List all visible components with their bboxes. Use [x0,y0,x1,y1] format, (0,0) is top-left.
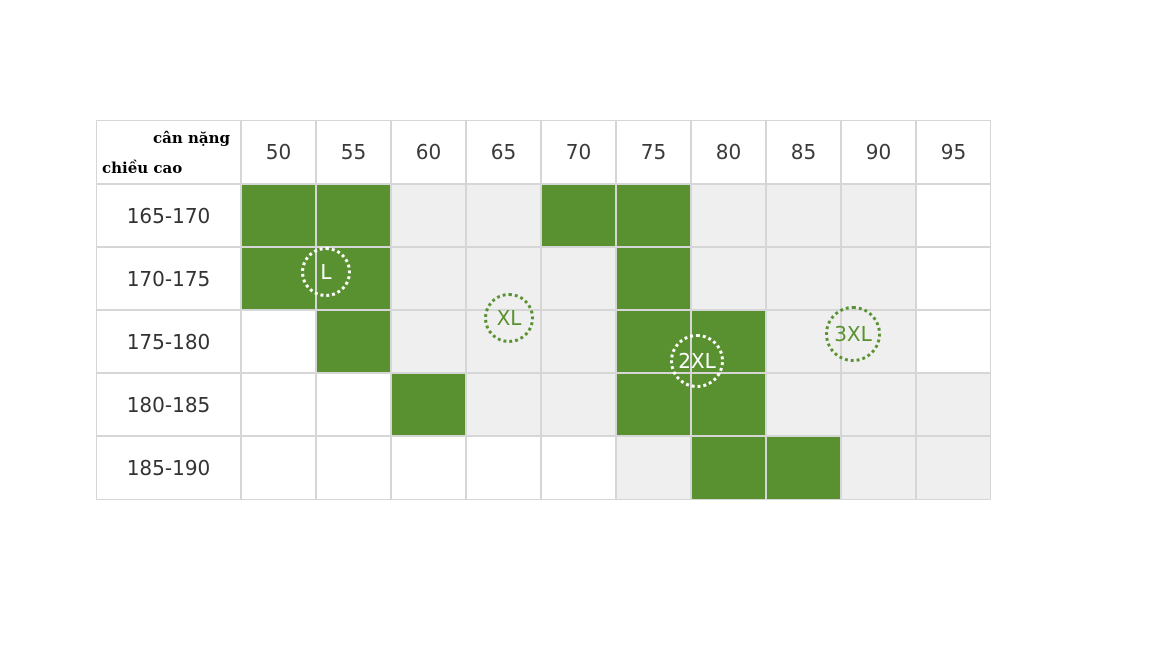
grid-cell-white [316,373,391,436]
weight-header-80: 80 [691,120,766,184]
weight-header-85: 85 [766,120,841,184]
grid-cell-grey [841,373,916,436]
grid-cell-grey [841,310,916,373]
grid-cell-green [616,310,691,373]
grid-cell-green [616,247,691,310]
grid-cell-grey [466,184,541,247]
grid-cell-green [241,184,316,247]
height-axis-label: chiều cao [102,159,183,177]
weight-header-75: 75 [616,120,691,184]
grid-cell-grey [466,247,541,310]
grid-cell-grey [766,373,841,436]
grid-cell-green [541,184,616,247]
grid-cell-grey [766,184,841,247]
grid-cell-white [916,247,991,310]
grid-cell-green [691,373,766,436]
grid-cell-green [316,184,391,247]
grid-cell-white [241,310,316,373]
grid-cell-white [916,184,991,247]
grid-cell-grey [541,310,616,373]
weight-axis-label: cân nặng [153,129,230,147]
grid-cell-green [316,310,391,373]
grid-cell-white [391,436,466,500]
grid-cell-grey [841,184,916,247]
height-row-label: 185-190 [96,436,241,500]
grid-cell-grey [766,247,841,310]
weight-header-50: 50 [241,120,316,184]
weight-header-65: 65 [466,120,541,184]
grid-cell-grey [391,184,466,247]
grid-cell-green [616,373,691,436]
grid-cell-grey [916,373,991,436]
size-chart-table: cân nặng chiều cao 50 55 60 65 70 75 80 85 90 95 1… [96,120,991,500]
grid-cell-white [916,310,991,373]
height-row-label: 165-170 [96,184,241,247]
grid-cell-grey [541,247,616,310]
grid-cell-white [241,436,316,500]
grid-cell-grey [841,247,916,310]
height-row-label: 180-185 [96,373,241,436]
grid-cell-green [391,373,466,436]
grid-cell-grey [391,310,466,373]
grid-cell-white [541,436,616,500]
grid-cell-grey [391,247,466,310]
grid-cell-grey [616,436,691,500]
grid-cell-grey [541,373,616,436]
grid-cell-grey [841,436,916,500]
grid-cell-grey [466,310,541,373]
weight-header-60: 60 [391,120,466,184]
grid-cell-green [766,436,841,500]
grid-cell-grey [466,373,541,436]
grid-cell-grey [916,436,991,500]
weight-header-55: 55 [316,120,391,184]
grid-cell-white [241,373,316,436]
grid-cell-white [466,436,541,500]
grid-cell-green [616,184,691,247]
grid-cell-green [691,436,766,500]
grid-cell-grey [766,310,841,373]
grid-cell-grey [691,184,766,247]
grid-cell-green [241,247,316,310]
grid-cell-white [316,436,391,500]
weight-header-95: 95 [916,120,991,184]
grid-cell-grey [691,247,766,310]
grid-cell-green [316,247,391,310]
weight-header-90: 90 [841,120,916,184]
corner-header-cell: cân nặng chiều cao [96,120,241,184]
weight-header-70: 70 [541,120,616,184]
grid-cell-green [691,310,766,373]
height-row-label: 175-180 [96,310,241,373]
height-row-label: 170-175 [96,247,241,310]
